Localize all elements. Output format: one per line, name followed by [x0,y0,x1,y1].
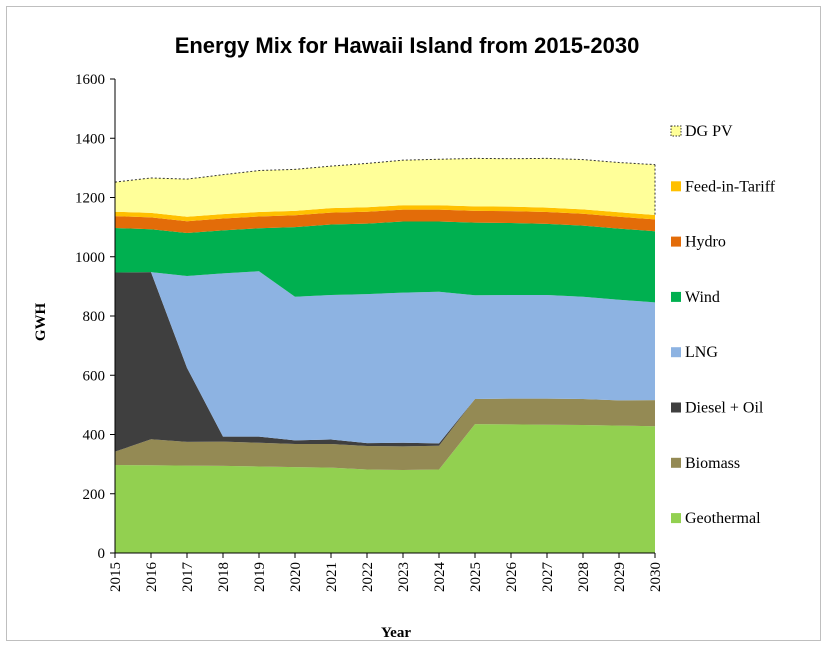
legend-swatch-biomass [671,457,681,468]
area-lng [115,271,655,444]
legend-swatch-geothermal [671,513,681,524]
y-axis-title: GWH [33,303,49,342]
legend-label-hydro: Hydro [685,234,726,251]
x-tick-label: 2021 [324,562,340,592]
area-geothermal [115,424,655,553]
energy-mix-chart: Energy Mix for Hawaii Island from 2015-2… [33,33,776,641]
legend-label-lng: LNG [685,344,718,361]
area-wind [115,221,655,303]
x-tick-label: 2028 [576,562,592,592]
x-tick-label: 2023 [396,562,412,592]
area-feed-in-tariff [115,205,655,222]
area-dg-pv [115,158,655,217]
area-biomass [115,398,655,471]
legend-item-lng: LNG [671,344,718,361]
legend-label-wind: Wind [685,289,720,306]
x-tick-label: 2020 [288,562,304,592]
x-tick-label: 2016 [144,562,160,593]
legend-item-diesel-oil: Diesel + Oil [671,400,764,417]
y-tick-label: 800 [83,309,106,325]
y-tick-label: 400 [83,428,106,444]
x-tick-label: 2022 [360,562,376,592]
y-tick-label: 1000 [75,250,105,266]
x-tick-label: 2029 [612,562,628,592]
chart-frame: Energy Mix for Hawaii Island from 2015-2… [6,6,821,641]
legend-swatch-diesel-oil [671,402,681,413]
y-tick-label: 0 [98,546,106,562]
x-tick-label: 2025 [468,562,484,592]
legend-item-feed-in-tariff: Feed-in-Tariff [671,178,776,195]
x-tick-label: 2027 [540,562,556,593]
legend: DG PV Feed-in-Tariff Hydro Wind LNG Diesel + … [670,123,776,527]
x-tick-label: 2015 [108,562,124,592]
legend-item-hydro: Hydro [671,234,726,251]
legend-item-geothermal: Geothermal [671,510,761,527]
y-tick-labels: 0 200 400 600 800 1000 1200 1400 1600 [75,72,115,562]
y-tick-label: 1600 [75,72,105,88]
x-tick-label: 2017 [180,562,196,593]
chart-title: Energy Mix for Hawaii Island from 2015-2… [175,33,640,58]
legend-item-wind: Wind [671,289,720,306]
legend-label-biomass: Biomass [685,455,740,472]
legend-swatch-wind [671,291,681,302]
area-hydro [115,209,655,234]
legend-item-biomass: Biomass [671,455,740,472]
legend-label-diesel-oil: Diesel + Oil [685,400,764,417]
y-tick-label: 1200 [75,191,105,207]
legend-item-dg-pv: DG PV [670,123,733,140]
x-tick-labels: 2015 2016 2017 2018 2019 2020 2021 2022 2023 2024… [108,553,664,592]
legend-label-feed-in-tariff: Feed-in-Tariff [685,178,776,195]
legend-label-dg-pv: DG PV [685,123,733,140]
stacked-areas [114,157,656,553]
legend-swatch-dg-pv [670,125,682,137]
x-tick-label: 2030 [648,562,664,592]
x-axis-title: Year [381,625,411,641]
legend-label-geothermal: Geothermal [685,510,761,527]
y-tick-label: 200 [83,487,106,503]
x-tick-label: 2019 [252,562,268,592]
x-tick-label: 2024 [432,562,448,593]
x-tick-label: 2026 [504,562,520,593]
y-tick-label: 600 [83,368,106,384]
legend-swatch-lng [671,347,681,358]
legend-swatch-feed-in-tariff [671,181,681,192]
area-diesel-oil [115,272,655,452]
x-tick-label: 2018 [216,562,232,592]
legend-swatch-hydro [671,236,681,247]
y-tick-label: 1400 [75,131,105,147]
